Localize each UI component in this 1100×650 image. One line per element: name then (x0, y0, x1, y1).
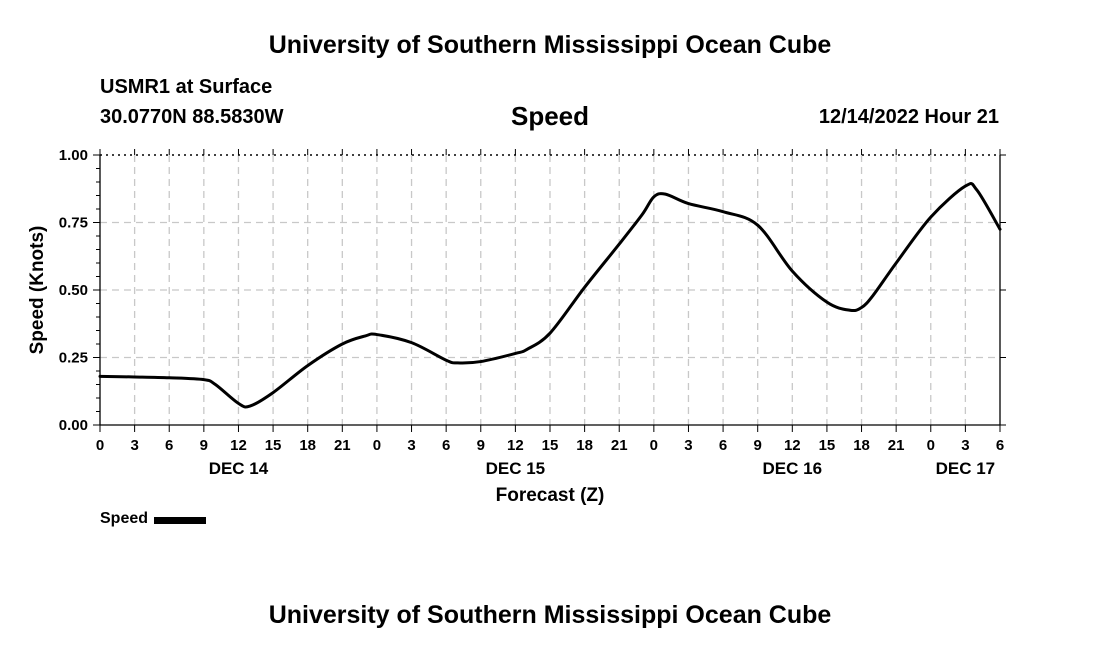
axis-layer (93, 149, 1006, 432)
date-label: DEC 17 (936, 459, 996, 478)
chart-legend: Speed (100, 510, 207, 528)
x-tick-label: 12 (230, 437, 247, 454)
run-time-label: 12/14/2022 Hour 21 (818, 106, 999, 128)
series-layer (98, 181, 1002, 409)
x-tick-label: 21 (611, 437, 628, 454)
page-title: University of Southern Mississippi Ocean… (268, 31, 832, 59)
x-tick-label: 6 (996, 437, 1004, 454)
speed-series-line (98, 181, 1002, 409)
x-tick-label: 6 (442, 437, 450, 454)
station-label: USMR1 at Surface (100, 76, 273, 98)
coordinates-label: 30.0770N 88.5830W (100, 106, 284, 128)
x-tick-label: 0 (373, 437, 381, 454)
y-tick-label: 0.50 (59, 282, 88, 299)
x-tick-label: 0 (650, 437, 658, 454)
x-tick-label: 15 (542, 437, 559, 454)
x-tick-label: 18 (853, 437, 870, 454)
x-tick-label: 3 (130, 437, 138, 454)
x-tick-label: 6 (165, 437, 173, 454)
x-tick-label: 3 (684, 437, 692, 454)
x-tick-label: 12 (507, 437, 524, 454)
date-label: DEC 16 (763, 459, 823, 478)
y-axis-label: Speed (Knots) (27, 226, 48, 355)
label-layer: 0 3 6 9 12 15 18 21 0 3 6 9 12 15 18 21 0 3 6 9 12 15 18 21 0 3 6 0… (27, 147, 1004, 506)
y-tick-label: 0.00 (59, 417, 88, 434)
date-label: DEC 14 (209, 459, 269, 478)
chart-title: Speed (510, 101, 590, 131)
x-tick-label: 0 (927, 437, 935, 454)
x-tick-label: 9 (200, 437, 208, 454)
x-tick-label: 6 (719, 437, 727, 454)
x-tick-label: 9 (477, 437, 485, 454)
x-tick-label: 21 (334, 437, 351, 454)
x-tick-label: 21 (888, 437, 905, 454)
y-tick-label: 0.75 (59, 215, 88, 232)
x-tick-label: 3 (961, 437, 969, 454)
x-tick-label: 0 (96, 437, 104, 454)
y-tick-label: 0.25 (59, 350, 88, 367)
legend-label: Speed (100, 510, 149, 527)
legend-swatch (154, 517, 207, 524)
x-tick-label: 3 (407, 437, 415, 454)
x-tick-label: 12 (784, 437, 801, 454)
x-tick-label: 18 (576, 437, 593, 454)
x-tick-label: 15 (819, 437, 836, 454)
grid-layer (100, 155, 1000, 425)
date-label: DEC 15 (486, 459, 546, 478)
x-tick-label: 18 (299, 437, 316, 454)
x-axis-label: Forecast (Z) (496, 485, 605, 506)
y-tick-label: 1.00 (59, 147, 88, 164)
x-tick-label: 15 (265, 437, 282, 454)
footer-title: University of Southern Mississippi Ocean… (268, 601, 832, 629)
x-tick-label: 9 (754, 437, 762, 454)
